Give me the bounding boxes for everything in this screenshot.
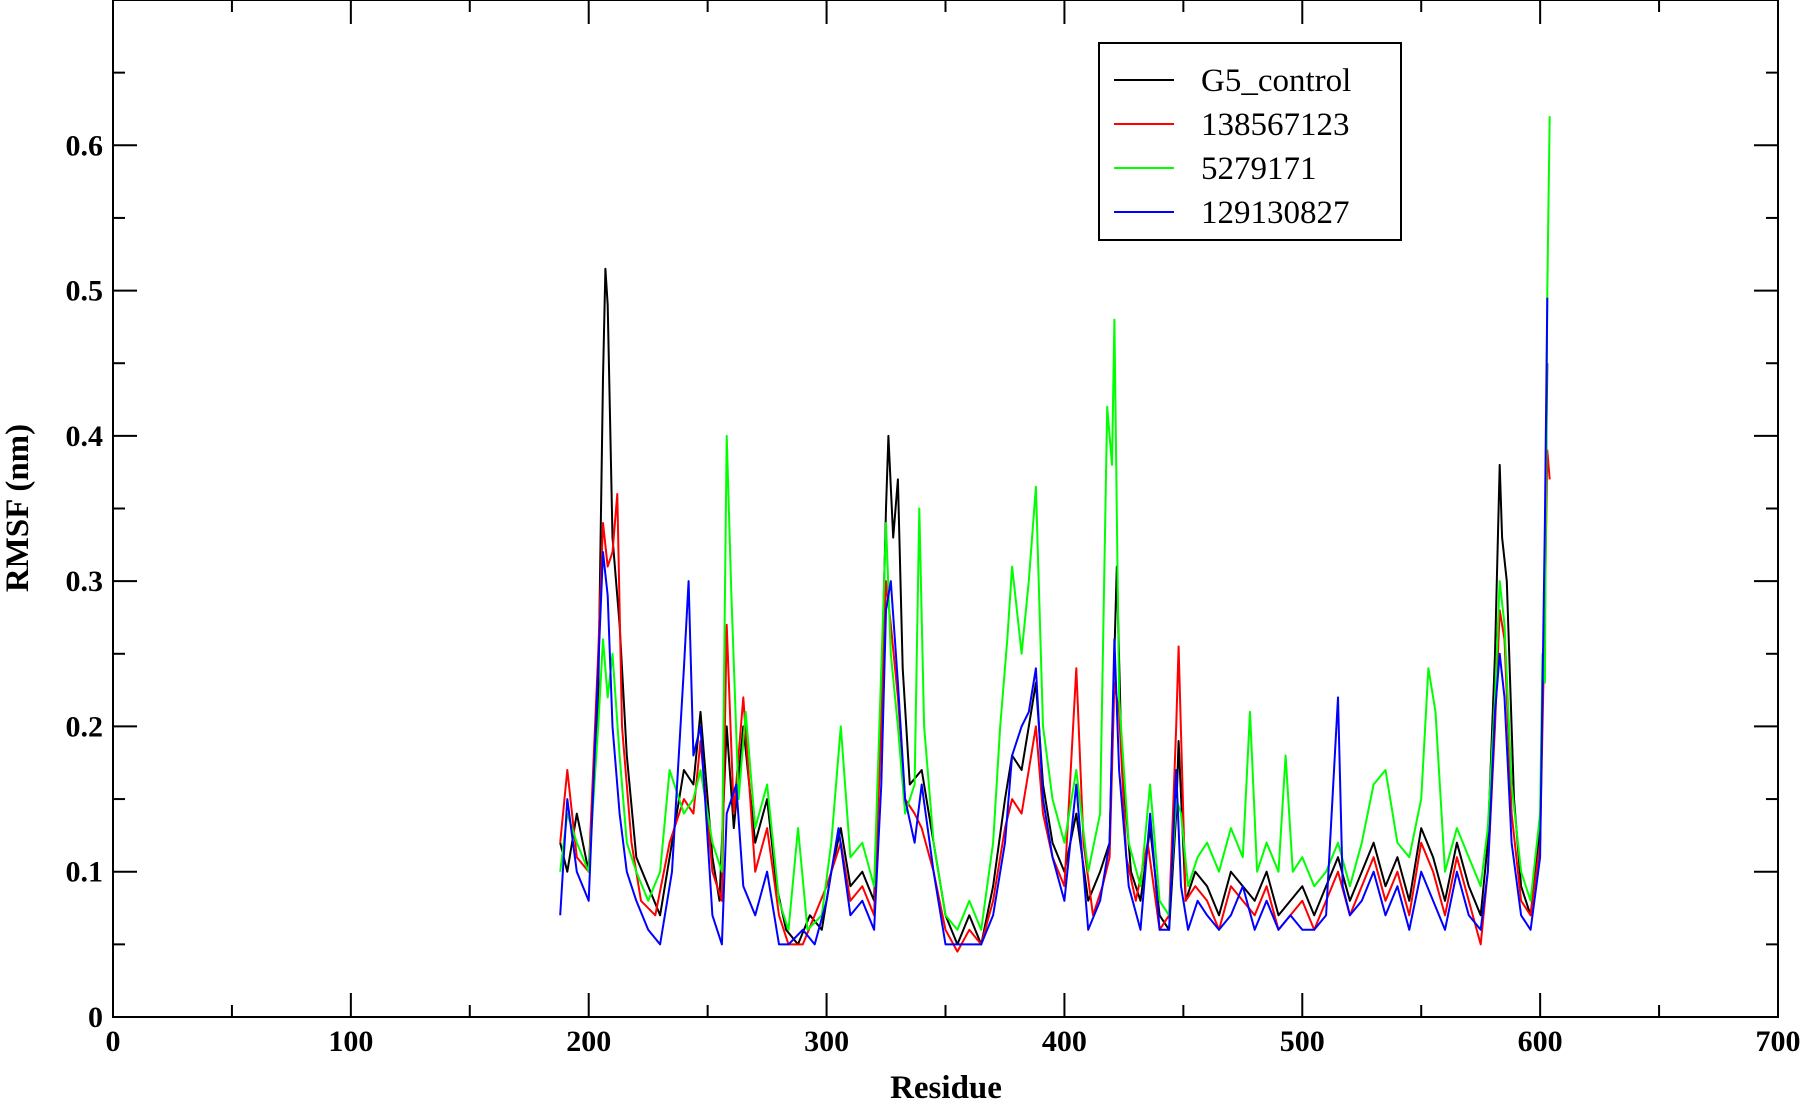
y-tick-label: 0 xyxy=(88,1001,103,1034)
legend-items: G5_control 138567123 5279171 129130827 xyxy=(1114,63,1351,231)
series-line-3 xyxy=(559,116,1551,931)
x-tick-label: 0 xyxy=(106,1025,121,1058)
y-tick-label: 0.5 xyxy=(66,275,104,308)
series-line-4 xyxy=(559,297,1549,946)
x-tick-label: 200 xyxy=(566,1025,611,1058)
x-tick-label: 600 xyxy=(1518,1025,1563,1058)
ticks-layer: 0 100 200 300 400 500 600 700 0 0.1 0.2 0.3 0.4 0.5 0.… xyxy=(66,0,1801,1058)
series-layer xyxy=(559,116,1551,953)
y-tick-label: 0.3 xyxy=(66,565,104,598)
y-axis-title: RMSF (nm) xyxy=(0,424,36,592)
legend-label-1: G5_control xyxy=(1201,63,1351,99)
x-axis-title: Residue xyxy=(890,1070,1002,1104)
x-tick-label: 300 xyxy=(804,1025,849,1058)
y-tick-label: 0.6 xyxy=(66,129,104,162)
x-tick-label: 100 xyxy=(328,1025,373,1058)
legend-box xyxy=(1098,42,1402,241)
legend-label-3: 5279171 xyxy=(1201,151,1317,187)
legend-label-4: 129130827 xyxy=(1201,195,1350,231)
legend: G5_control 138567123 5279171 129130827 xyxy=(1098,42,1402,241)
y-tick-label: 0.2 xyxy=(66,710,104,743)
y-tick-label: 0.1 xyxy=(66,856,104,889)
x-tick-label: 500 xyxy=(1280,1025,1325,1058)
legend-label-2: 138567123 xyxy=(1201,107,1350,143)
y-tick-label: 0.4 xyxy=(66,420,104,453)
x-tick-label: 400 xyxy=(1042,1025,1087,1058)
x-tick-label: 700 xyxy=(1756,1025,1801,1058)
